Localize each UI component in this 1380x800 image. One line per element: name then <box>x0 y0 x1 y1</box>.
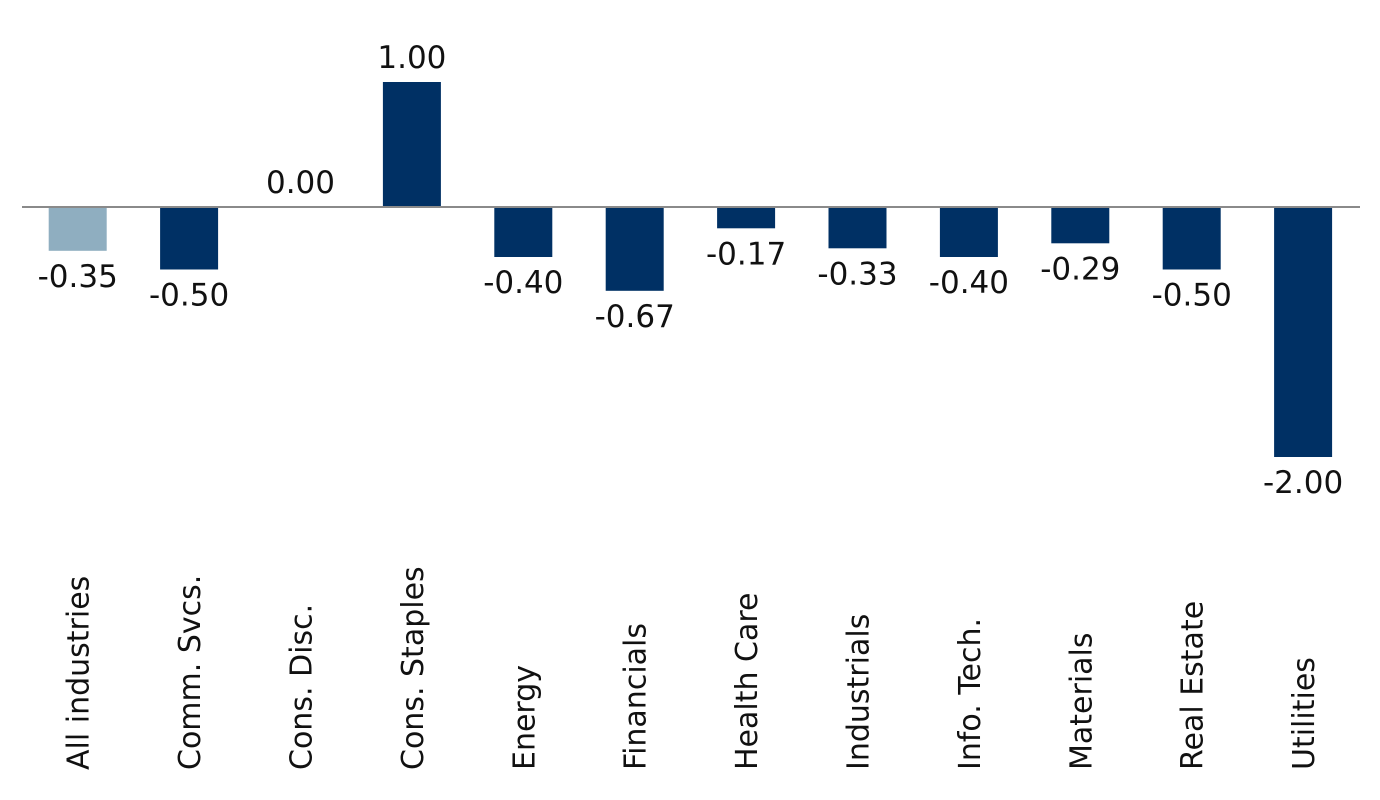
data-label-all-industries: -0.35 <box>38 259 118 295</box>
data-label-info-tech: -0.40 <box>929 265 1009 301</box>
category-label-info-tech: Info. Tech. <box>953 618 988 770</box>
bar-all-industries <box>48 207 107 251</box>
category-label-industrials: Industrials <box>842 614 877 770</box>
category-label-energy: Energy <box>507 665 542 770</box>
bar-industrials <box>828 207 887 249</box>
bar-materials <box>1051 207 1110 244</box>
data-label-real-estate: -0.50 <box>1152 278 1232 314</box>
bar-health-care <box>717 207 776 229</box>
data-label-cons-staples: 1.00 <box>377 40 446 76</box>
data-label-health-care: -0.17 <box>706 236 786 272</box>
bar-info-tech <box>939 207 998 257</box>
category-label-health-care: Health Care <box>730 592 765 770</box>
category-label-materials: Materials <box>1064 632 1099 770</box>
data-label-energy: -0.40 <box>483 265 563 301</box>
bar-utilities <box>1274 207 1333 457</box>
data-label-utilities: -2.00 <box>1263 465 1343 501</box>
category-label-utilities: Utilities <box>1287 657 1322 770</box>
bar-energy <box>494 207 553 257</box>
data-label-materials: -0.29 <box>1040 251 1120 287</box>
category-label-all-industries: All industries <box>62 576 97 770</box>
data-label-industrials: -0.33 <box>817 256 897 292</box>
bar-real-estate <box>1162 207 1221 270</box>
category-label-real-estate: Real Estate <box>1176 601 1211 770</box>
data-label-cons-disc: 0.00 <box>266 165 335 201</box>
bar-cons-staples <box>382 82 441 207</box>
category-label-comm-svcs: Comm. Svcs. <box>173 575 208 770</box>
category-label-financials: Financials <box>619 623 654 770</box>
bar-financials <box>605 207 664 291</box>
category-label-cons-disc: Cons. Disc. <box>285 604 320 770</box>
data-label-financials: -0.67 <box>595 299 675 335</box>
bar-comm-svcs <box>160 207 219 270</box>
category-label-cons-staples: Cons. Staples <box>396 566 431 770</box>
data-label-comm-svcs: -0.50 <box>149 278 229 314</box>
